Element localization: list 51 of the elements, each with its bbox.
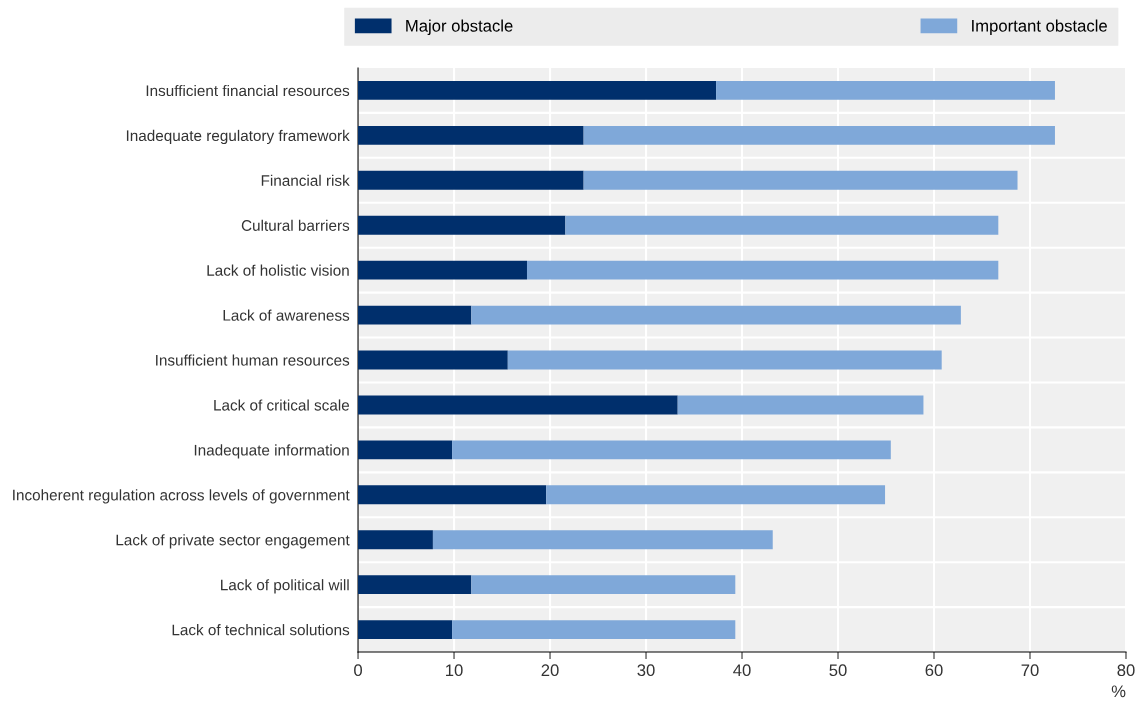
- bar: [452, 440, 891, 460]
- x-tick-label: 60: [925, 664, 943, 677]
- y-tick-label: Insufficient human resources: [156, 354, 350, 366]
- bar: [716, 81, 1055, 100]
- bar: [677, 395, 924, 415]
- bar: [358, 530, 433, 550]
- bar: [358, 350, 508, 370]
- bar: [358, 215, 566, 235]
- bar: [358, 305, 472, 325]
- bar: [358, 81, 717, 100]
- bar: [583, 170, 1018, 190]
- y-tick-label: Financial risk: [261, 174, 350, 186]
- bar: [358, 125, 584, 145]
- y-tick-label: Lack of technical solutions: [172, 624, 350, 636]
- x-tick-label: 0: [354, 664, 363, 677]
- bar: [507, 350, 942, 370]
- x-tick-label: 80: [1117, 664, 1135, 677]
- legend-label: Major obstacle: [406, 19, 513, 36]
- bar: [358, 170, 584, 190]
- y-tick-label: Lack of political will: [221, 579, 349, 594]
- bar: [432, 530, 773, 550]
- bar: [358, 485, 547, 505]
- legend-label: Important obstacle: [972, 19, 1107, 36]
- x-axis-title: %: [1111, 685, 1126, 698]
- x-tick-label: 70: [1021, 664, 1039, 677]
- y-tick-label: Lack of awareness: [223, 309, 350, 321]
- y-tick-label: Inadequate regulatory framework: [126, 129, 350, 145]
- bar: [583, 125, 1055, 145]
- bar: [452, 620, 736, 640]
- y-tick-label: Inadequate information: [194, 444, 349, 459]
- bar: [358, 260, 527, 280]
- bar: [546, 485, 886, 505]
- y-tick-label: Lack of holistic vision: [207, 264, 349, 276]
- bar: [471, 575, 736, 595]
- x-tick-label: 30: [637, 664, 655, 677]
- bar: [358, 620, 453, 640]
- bar: [358, 395, 678, 415]
- bar: [526, 260, 999, 280]
- x-tick-label: 10: [446, 664, 463, 677]
- y-tick-label: Insufficient financial resources: [146, 84, 350, 97]
- bar: [358, 575, 472, 595]
- x-tick-label: 40: [733, 664, 751, 677]
- bar: [565, 215, 999, 235]
- bar: [358, 440, 453, 460]
- y-tick-label: Lack of critical scale: [214, 399, 350, 411]
- y-tick-label: Lack of private sector engagement: [116, 534, 350, 549]
- y-tick-label: Incoherent regulation across levels of government: [13, 489, 350, 504]
- bar: [471, 305, 961, 325]
- x-tick-label: 50: [829, 664, 847, 677]
- x-tick-label: 20: [541, 664, 559, 677]
- y-tick-label: Cultural barriers: [241, 219, 350, 231]
